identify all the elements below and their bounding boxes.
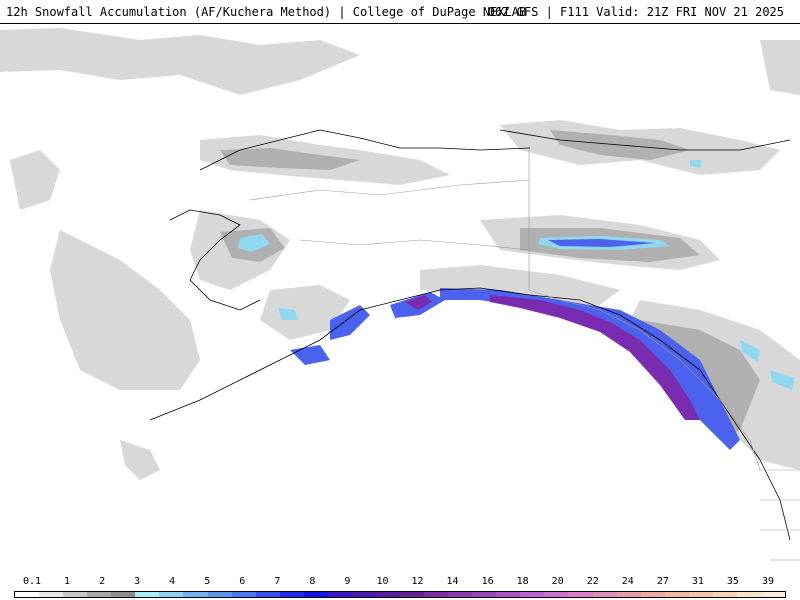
- legend-color-swatch: [568, 592, 593, 597]
- legend-color-swatch: [279, 592, 304, 597]
- legend-label: 4: [169, 576, 176, 587]
- legend-label: 9: [344, 576, 351, 587]
- legend-color-swatch: [351, 592, 376, 597]
- legend-color-swatch: [424, 592, 449, 597]
- legend-labels: 0.1 1 2 3 4 5 6 7 8 9 10 12 14 16 18 20 22 24 27 31 35 39: [0, 576, 800, 588]
- legend-label: 2: [99, 576, 106, 587]
- legend-label: 0.1: [22, 576, 42, 587]
- legend-color-swatch: [327, 592, 352, 597]
- map-title: 12h Snowfall Accumulation (AF/Kuchera Me…: [6, 5, 527, 19]
- legend-color-swatch: [616, 592, 641, 597]
- legend-label: 1: [64, 576, 71, 587]
- legend-color-swatch: [207, 592, 232, 597]
- coastlines: [149, 129, 791, 541]
- legend-color-swatch: [448, 592, 473, 597]
- legend-color-swatch: [400, 592, 425, 597]
- legend-label: 10: [376, 576, 389, 587]
- legend-color-swatch: [63, 592, 88, 597]
- legend-label: 8: [309, 576, 316, 587]
- legend-label: 5: [204, 576, 211, 587]
- legend-color-swatch: [520, 592, 545, 597]
- legend-color-swatch: [375, 592, 400, 597]
- legend-label: 20: [551, 576, 564, 587]
- legend-label: 18: [516, 576, 529, 587]
- purple-snow-areas: [405, 295, 700, 420]
- legend-color-swatch: [760, 592, 785, 597]
- legend-color-swatch: [303, 592, 328, 597]
- legend-color-swatch: [231, 592, 256, 597]
- legend-color-swatch: [135, 592, 160, 597]
- legend-color-swatch: [159, 592, 184, 597]
- legend-color-swatch: [592, 592, 617, 597]
- legend-label: 7: [274, 576, 281, 587]
- legend-label: 22: [586, 576, 599, 587]
- legend-color-swatch: [255, 592, 280, 597]
- legend-color-swatch: [87, 592, 112, 597]
- legend-label: 31: [691, 576, 704, 587]
- borders: [249, 150, 800, 561]
- legend-color-swatch: [39, 592, 64, 597]
- legend-label: 6: [239, 576, 246, 587]
- legend-label: 35: [726, 576, 739, 587]
- legend-color-swatch: [688, 592, 713, 597]
- legend-color-swatch: [544, 592, 569, 597]
- legend-color-swatch: [736, 592, 761, 597]
- legend-label: 27: [656, 576, 669, 587]
- legend-label: 39: [761, 576, 775, 587]
- legend-color-swatch: [664, 592, 689, 597]
- legend-color-swatch: [183, 592, 208, 597]
- legend-color-swatch: [111, 592, 136, 597]
- legend-label: 12: [411, 576, 424, 587]
- legend-color-swatch: [472, 592, 497, 597]
- legend-colorbar: [14, 591, 786, 598]
- legend-label: 16: [481, 576, 494, 587]
- legend-color-swatch: [15, 592, 40, 597]
- snowfall-map: [0, 24, 800, 576]
- title-bar: 12h Snowfall Accumulation (AF/Kuchera Me…: [0, 0, 800, 24]
- legend-label: 24: [621, 576, 634, 587]
- legend-color-swatch: [496, 592, 521, 597]
- legend-label: 3: [134, 576, 141, 587]
- legend-label: 14: [446, 576, 459, 587]
- model-run-info: 06Z GFS | F111 Valid: 21Z FRI NOV 21 202…: [487, 5, 784, 19]
- legend-color-swatch: [640, 592, 665, 597]
- legend: 0.1 1 2 3 4 5 6 7 8 9 10 12 14 16 18 20 22 24 27 31 35 39: [0, 576, 800, 600]
- legend-color-swatch: [712, 592, 737, 597]
